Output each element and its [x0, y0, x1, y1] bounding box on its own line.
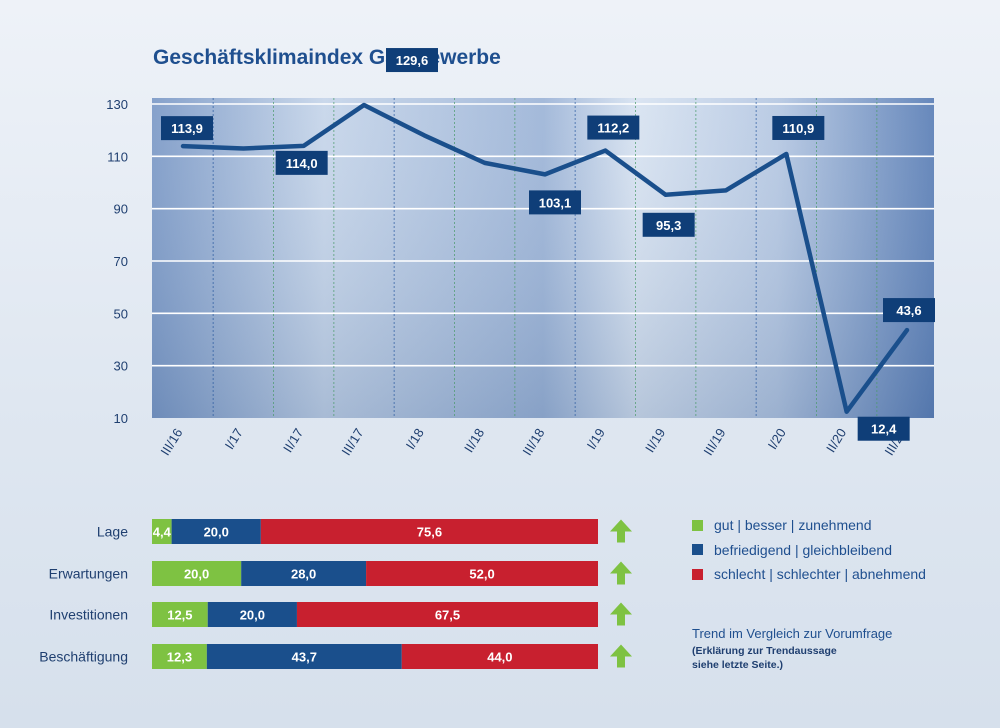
bar-value-label: 20,0 — [184, 567, 209, 582]
x-tick-label: II/19 — [642, 426, 668, 455]
bar-value-label: 52,0 — [469, 567, 494, 582]
y-tick-label: 10 — [114, 411, 128, 426]
x-tick-label: III/19 — [700, 426, 728, 458]
y-tick-label: 110 — [107, 149, 128, 164]
bar-segment — [366, 561, 598, 586]
x-tick-label: I/20 — [765, 426, 789, 452]
series-line — [180, 102, 910, 414]
data-label-box — [772, 115, 825, 140]
legend-label: gut | besser | zunehmend — [714, 517, 872, 534]
data-label-box — [275, 150, 328, 175]
bar-segment — [152, 561, 242, 586]
legend-swatch — [692, 568, 703, 580]
bar-segment — [260, 519, 598, 544]
trend-up-arrow-icon — [610, 644, 632, 668]
bar-category-label: Lage — [97, 524, 128, 540]
legend: gut | besser | zunehmend befriedigend | … — [692, 513, 992, 587]
bar-segment — [401, 644, 598, 669]
bar-segment — [171, 519, 261, 544]
data-label: 113,9 — [171, 121, 203, 136]
data-label-box — [386, 48, 438, 73]
y-tick-label: 70 — [114, 254, 128, 269]
legend-swatch — [692, 544, 703, 556]
bar-value-label: 67,5 — [435, 608, 460, 623]
legend-label: befriedigend | gleichbleibend — [714, 541, 892, 558]
data-label-box — [587, 115, 640, 140]
y-tick-label: 30 — [114, 359, 128, 374]
bar-value-label: 12,5 — [167, 608, 192, 623]
bar-value-label: 75,6 — [417, 525, 442, 540]
legend-item-schlecht: schlecht | schlechter | abnehmend — [692, 562, 992, 587]
trend-up-arrow-icon — [610, 519, 632, 543]
bar-segment — [206, 644, 402, 669]
stacked-bar-chart: Lage 4,4 20,0 75,6 Erwartungen 20,0 28,0 52,0 In… — [39, 519, 632, 669]
bar-segment — [296, 602, 598, 627]
legend-item-gut: gut | besser | zunehmend — [692, 513, 992, 538]
bar-value-label: 12,3 — [167, 650, 192, 665]
trend-note-line: (Erklärung zur Trendaussage — [692, 645, 837, 657]
data-label: 103,1 — [539, 195, 572, 210]
data-label-box — [642, 212, 695, 237]
x-tick-label: III/16 — [157, 426, 185, 458]
trend-title: Trend im Vergleich zur Vorumfrage — [692, 626, 893, 641]
bar-category-label: Investitionen — [49, 607, 128, 623]
line-chart: 10 30 50 70 90 110 130 III/16 I/17 II/17 III/17 I/… — [106, 48, 935, 458]
data-label: 114,0 — [286, 156, 318, 171]
data-label-box — [857, 416, 910, 441]
bar-segment — [241, 561, 367, 586]
x-tick-label: I/17 — [222, 426, 246, 452]
bar-value-label: 28,0 — [291, 567, 316, 582]
x-tick-label: III/18 — [519, 426, 547, 458]
trend-note: (Erklärung zur Trendaussage siehe letzte… — [692, 644, 912, 672]
x-tick-label: I/19 — [584, 426, 608, 452]
y-tick-label: 130 — [106, 97, 128, 112]
data-label: 110,9 — [782, 121, 814, 136]
legend-label: schlecht | schlechter | abnehmend — [714, 566, 926, 583]
x-tick-label: II/18 — [461, 426, 487, 455]
data-label: 43,6 — [896, 303, 921, 318]
data-label: 112,2 — [597, 121, 629, 136]
trend-note-line: siehe letzte Seite.) — [692, 659, 784, 671]
bar-category-label: Beschäftigung — [39, 649, 128, 665]
legend-swatch — [692, 519, 703, 531]
y-tick-label: 90 — [114, 202, 128, 217]
x-tick-label: III/17 — [338, 426, 366, 458]
data-label: 129,6 — [396, 53, 429, 68]
bar-value-label: 20,0 — [204, 525, 229, 540]
bar-segment — [207, 602, 297, 627]
bar-value-label: 43,7 — [292, 650, 317, 665]
bar-value-label: 44,0 — [487, 650, 512, 665]
bar-value-label: 20,0 — [240, 608, 265, 623]
trend-up-arrow-icon — [610, 602, 632, 626]
data-label-box — [161, 116, 213, 141]
data-label: 95,3 — [656, 218, 681, 233]
x-tick-label: II/17 — [280, 426, 306, 455]
legend-item-befriedigend: befriedigend | gleichbleibend — [692, 538, 992, 563]
x-tick-label: II/20 — [823, 426, 849, 455]
data-label: 12,4 — [871, 422, 897, 437]
bar-category-label: Erwartungen — [49, 566, 128, 582]
x-tick-label: I/18 — [403, 426, 427, 452]
data-label-box — [883, 298, 935, 323]
data-label-box — [529, 190, 581, 215]
trend-up-arrow-icon — [610, 561, 632, 585]
y-tick-label: 50 — [114, 306, 128, 321]
bar-segment — [152, 602, 208, 627]
bar-segment — [152, 519, 172, 544]
bar-segment — [152, 644, 207, 669]
bar-value-label: 4,4 — [153, 525, 172, 540]
